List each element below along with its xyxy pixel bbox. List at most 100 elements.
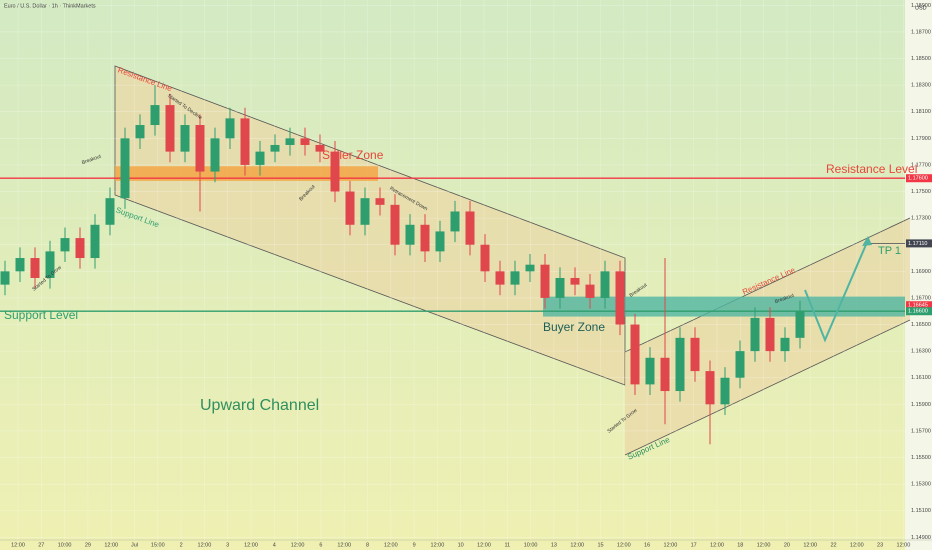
x-tick-label: 23 xyxy=(877,542,883,548)
y-tick-label: 1.16500 xyxy=(911,322,931,328)
candle-body xyxy=(630,324,640,385)
candle-body xyxy=(495,271,505,285)
up-channel-bottom xyxy=(624,319,911,456)
x-tick-label: 20 xyxy=(784,542,790,548)
x-tick-label: 12:00 xyxy=(477,542,491,548)
candle-body xyxy=(60,238,70,252)
x-tick-label: 12:00 xyxy=(664,542,678,548)
price-tag-label: 1.17600 xyxy=(908,176,928,182)
candle-body xyxy=(195,125,205,172)
candle-body xyxy=(75,238,85,259)
x-tick-label: 29 xyxy=(85,542,91,548)
candle-body xyxy=(105,198,115,225)
x-tick-label: 15 xyxy=(597,542,603,548)
x-tick-label: 6 xyxy=(319,542,322,548)
candle-body xyxy=(240,118,250,165)
candle-body xyxy=(120,138,130,199)
candle-body xyxy=(210,138,220,172)
candle-body xyxy=(570,277,580,285)
x-tick-label: 18 xyxy=(737,542,743,548)
annotation: Resistance Level xyxy=(826,162,917,176)
price-tag xyxy=(906,301,932,310)
candle-body xyxy=(465,211,475,245)
y-tick-label: 1.16700 xyxy=(911,295,931,301)
candle-body xyxy=(675,337,685,392)
candle-body xyxy=(540,264,550,298)
candle-body xyxy=(0,271,10,285)
candle-body xyxy=(330,151,340,192)
y-tick-label: 1.17700 xyxy=(911,162,931,168)
x-tick-label: 15:00 xyxy=(151,542,165,548)
x-tick-label: 4 xyxy=(273,542,276,548)
candle-body xyxy=(180,125,190,152)
price-tag xyxy=(906,239,932,248)
x-tick-label: 13 xyxy=(551,542,557,548)
candle-body xyxy=(345,191,355,225)
x-tick-label: 12:00 xyxy=(570,542,584,548)
candle-body xyxy=(255,151,265,165)
candle-body xyxy=(735,351,745,378)
x-tick-label: 3 xyxy=(226,542,229,548)
candle-body xyxy=(45,251,55,278)
y-tick-label: 1.15300 xyxy=(911,482,931,488)
y-tick-label: 1.18700 xyxy=(911,29,931,35)
candle-body xyxy=(165,105,175,152)
y-tick-label: 1.15500 xyxy=(911,455,931,461)
candle-body xyxy=(285,138,295,145)
x-tick-label: 12:00 xyxy=(803,542,817,548)
price-tag-label: 1.16600 xyxy=(908,309,928,315)
zone xyxy=(543,296,905,317)
candle-body xyxy=(660,357,670,392)
x-tick-label: 16 xyxy=(644,542,650,548)
candle-body xyxy=(225,118,235,139)
x-tick-label: 12:00 xyxy=(104,542,118,548)
y-tick-label: 1.17500 xyxy=(911,189,931,195)
candle-body xyxy=(420,224,430,252)
x-tick-label: 9 xyxy=(413,542,416,548)
x-tick-label: 12:00 xyxy=(850,542,864,548)
y-tick-label: 1.15700 xyxy=(911,428,931,434)
x-tick-label: 2 xyxy=(180,542,183,548)
x-tick-label: 10:00 xyxy=(58,542,72,548)
x-tick-label: 12:00 xyxy=(11,542,25,548)
zone xyxy=(115,166,378,181)
candle-body xyxy=(510,271,520,285)
candle-body xyxy=(300,138,310,145)
candle-body xyxy=(450,211,460,232)
candle-body xyxy=(135,125,145,139)
y-tick-label: 1.16900 xyxy=(911,269,931,275)
candle-body xyxy=(525,264,535,272)
y-tick-label: 1.14900 xyxy=(911,535,931,541)
candle-body xyxy=(390,204,400,245)
y-tick-label: 1.16100 xyxy=(911,375,931,381)
y-tick-label: 1.15900 xyxy=(911,402,931,408)
annotation: TP 1 xyxy=(878,245,901,257)
y-tick-label: 1.16300 xyxy=(911,349,931,355)
currency: USD xyxy=(915,5,927,11)
y-tick-label: 1.17900 xyxy=(911,136,931,142)
candle-body xyxy=(645,357,655,385)
candle-body xyxy=(780,337,790,352)
candle-body xyxy=(435,231,445,252)
zone-label: Buyer Zone xyxy=(543,320,605,334)
x-tick-label: 12:00 xyxy=(384,542,398,548)
candle-body xyxy=(600,271,610,298)
candle-body xyxy=(585,284,595,298)
y-tick-label: 1.18100 xyxy=(911,109,931,115)
y-tick-label: 1.18900 xyxy=(911,3,931,9)
y-tick-label: 1.18300 xyxy=(911,83,931,89)
x-tick-label: Jul xyxy=(131,542,138,548)
y-tick-label: 1.18500 xyxy=(911,56,931,62)
candle-body xyxy=(270,144,280,152)
candle-body xyxy=(690,337,700,372)
x-tick-label: 8 xyxy=(366,542,369,548)
candle-body xyxy=(360,198,370,225)
candle-body xyxy=(315,144,325,152)
candle-body xyxy=(555,277,565,298)
projection-arrow xyxy=(862,236,872,246)
x-tick-label: 12:00 xyxy=(291,542,305,548)
x-tick-label: 12:00 xyxy=(431,542,445,548)
x-tick-label: 12:00 xyxy=(897,542,911,548)
